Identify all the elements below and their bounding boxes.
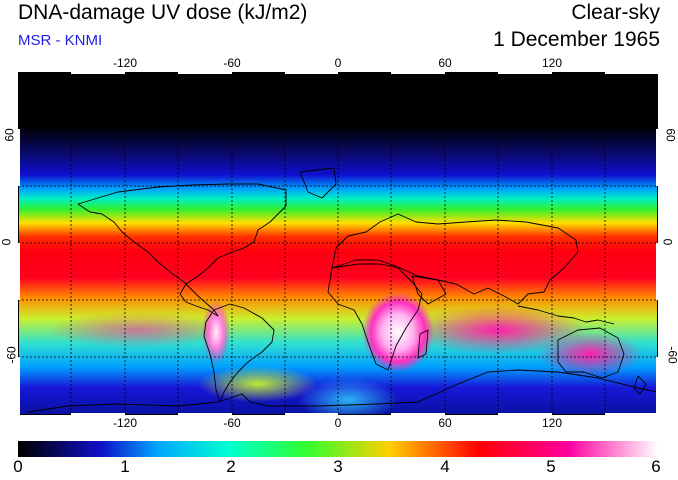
lon-tick-top-3: 0 [334,56,342,70]
lon-tick-bottom-1: -120 [112,416,138,430]
coastline-madagascar [417,329,429,359]
scale-label-4: 4 [440,457,450,476]
coastline-indonesia [517,305,615,325]
lon-tick-bottom-4: 60 [438,416,452,430]
lon-tick-bottom-5: 120 [541,416,563,430]
lon-tick-bottom-3: 0 [334,416,342,430]
source-label: MSR - KNMI [18,32,103,49]
coastline-south-america [203,303,275,403]
lat-tick-left-1: 60 [2,128,17,142]
uv-hotspot-africa [362,292,434,372]
coastline-north-america [77,183,287,317]
lat-tick-right-3: -60 [665,346,678,364]
coastline-arabia [411,275,447,305]
coastline-greenland [299,167,337,199]
coastline-antarctica [27,369,658,413]
lat-tick-right-2: 0 [660,238,675,246]
uv-low-south-pacific [198,366,318,402]
lat-tick-left-3: -60 [4,346,19,364]
coastline-australia [557,327,625,379]
scale-label-5: 5 [546,457,556,476]
scale-label-1: 1 [120,457,130,476]
scale-label-2: 2 [226,457,236,476]
lat-tick-right-1: 60 [663,128,678,142]
coastline-new-zealand [633,375,647,395]
scale-label-3: 3 [333,457,343,476]
graticule [18,72,658,415]
lon-tick-bottom-2: -60 [223,416,241,430]
coastlines [27,167,658,413]
lon-tick-top-4: 60 [438,56,452,70]
lon-tick-top-2: -60 [223,56,241,70]
sky-mode-label: Clear-sky [571,1,660,24]
coastline-africa [327,259,423,371]
date-label: 1 December 1965 [493,28,660,51]
scale-label-0: 0 [13,457,23,476]
lat-tick-left-2: 0 [0,238,14,246]
uv-dose-map [18,72,658,415]
lon-tick-top-5: 120 [541,56,563,70]
uv-high-australia [538,332,642,376]
lon-tick-top-1: -120 [112,56,138,70]
map-frame [18,72,658,415]
scale-label-6: 6 [651,457,661,476]
map-title: DNA-damage UV dose (kJ/m2) [18,1,308,24]
color-scale-bar [18,441,658,457]
uv-high-pacific [48,312,228,348]
